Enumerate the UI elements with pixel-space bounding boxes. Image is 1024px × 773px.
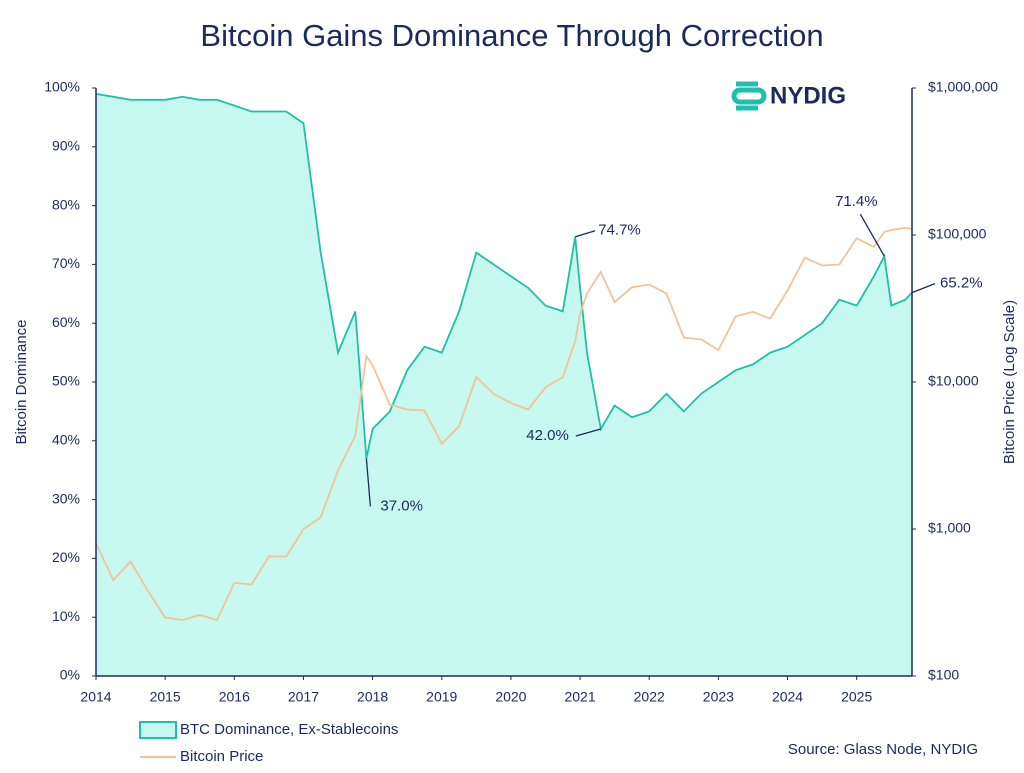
y-tick-label: 10% <box>52 608 80 624</box>
leader-line <box>911 283 936 294</box>
area-fill <box>96 93 912 676</box>
logo-text: NYDIG <box>770 82 846 109</box>
data-label: 65.2% <box>940 275 983 292</box>
x-tick-label: 2025 <box>841 689 872 705</box>
x-tick-label: 2021 <box>564 689 595 705</box>
y-tick-label: 70% <box>52 255 80 271</box>
y-tick-label: 100% <box>44 79 80 95</box>
x-tick-label: 2018 <box>357 689 388 705</box>
x-tick-label: 2017 <box>288 689 319 705</box>
x-tick-label: 2024 <box>772 689 803 705</box>
y2-tick-label: $1,000 <box>928 520 971 536</box>
x-tick-label: 2019 <box>426 689 457 705</box>
y-tick-label: 20% <box>52 549 80 565</box>
x-tick-label: 2014 <box>80 689 111 705</box>
leader-line <box>575 428 601 437</box>
x-tick-label: 2016 <box>219 689 250 705</box>
source-note: Source: Glass Node, NYDIG <box>788 741 978 758</box>
data-label: 74.7% <box>598 222 641 239</box>
y-tick-label: 80% <box>52 196 80 212</box>
logo: NYDIG <box>731 81 846 111</box>
y-tick-label: 0% <box>60 667 80 683</box>
leader-line <box>575 230 596 238</box>
y-tick-label: 50% <box>52 373 80 389</box>
leader-line <box>859 213 885 257</box>
y-tick-label: 90% <box>52 138 80 154</box>
y-tick-label: 60% <box>52 314 80 330</box>
legend-label: BTC Dominance, Ex-Stablecoins <box>180 721 398 738</box>
y2-tick-label: $10,000 <box>928 373 979 389</box>
data-label: 42.0% <box>526 427 569 444</box>
y-tick-label: 30% <box>52 490 80 506</box>
x-tick-label: 2015 <box>150 689 181 705</box>
y2-axis-label: Bitcoin Price (Log Scale) <box>1001 300 1018 464</box>
leader-line <box>365 458 372 507</box>
y2-tick-label: $100,000 <box>928 226 987 242</box>
x-tick-label: 2022 <box>634 689 665 705</box>
x-tick-label: 2023 <box>703 689 734 705</box>
price-line <box>95 226 913 622</box>
x-tick-label: 2020 <box>495 689 526 705</box>
y2-tick-label: $100 <box>928 667 959 683</box>
y2-tick-label: $1,000,000 <box>928 79 998 95</box>
data-label: 37.0% <box>380 497 423 514</box>
legend-swatch <box>139 721 177 739</box>
plot-area <box>95 93 913 676</box>
chart-title: Bitcoin Gains Dominance Through Correcti… <box>200 18 823 53</box>
area-line <box>95 93 913 459</box>
legend-label: Bitcoin Price <box>180 748 263 765</box>
data-label: 71.4% <box>835 193 878 210</box>
logo-icon <box>731 81 767 111</box>
y-axis-label: Bitcoin Dominance <box>13 319 30 444</box>
legend: BTC Dominance, Ex-Stablecoins Bitcoin Pri… <box>139 721 398 765</box>
y-tick-label: 40% <box>52 432 80 448</box>
